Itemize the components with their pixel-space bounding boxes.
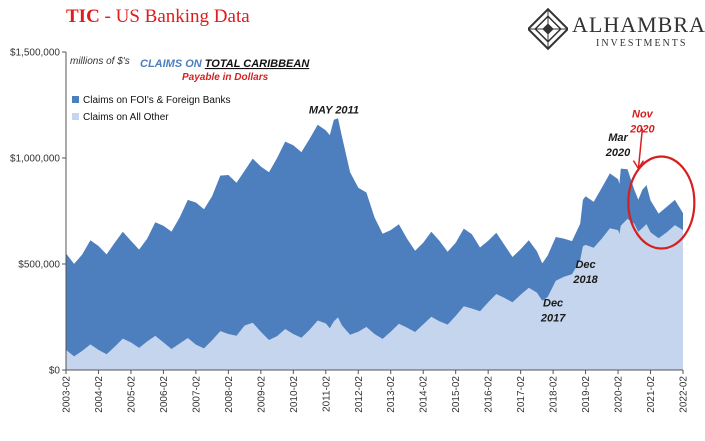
x-tick-label: 2017-02: [516, 376, 527, 413]
x-tick-label: 2007-02: [191, 376, 202, 413]
x-tick-label: 2020-02: [614, 376, 625, 413]
y-tick-label: $1,500,000: [10, 48, 60, 59]
annotation-mar2020-line: Mar: [608, 132, 628, 144]
axes: $0 $500,000 $1,000,000 $1,500,000 2003-02 200…: [10, 48, 690, 413]
highlight-ellipse: [627, 155, 696, 250]
x-tick-label: 2012-02: [354, 376, 365, 413]
annotation-dec2018-line: 2018: [572, 274, 598, 286]
annotation-may2011: MAY 2011: [309, 104, 359, 116]
annotation-mar2020-line: 2020: [605, 147, 631, 159]
nov-2020-arrow: [637, 128, 644, 169]
x-tick-label: 2022-02: [679, 376, 690, 413]
x-tick-label: 2018-02: [549, 376, 560, 413]
x-tick-label: 2004-02: [94, 376, 105, 413]
annotation-dec2017-line: Dec: [543, 297, 563, 309]
chart-source-title: TIC - US Banking Data: [66, 6, 250, 28]
logo-brand-text: ALHAMBRA: [572, 12, 705, 37]
x-tick-label: 2010-02: [289, 376, 300, 413]
legend-label: Claims on All Other: [83, 112, 169, 123]
chart-subtitle: Payable in Dollars: [182, 72, 269, 83]
legend-swatch: [72, 113, 79, 120]
x-tick-label: 2011-02: [321, 376, 332, 412]
title-prefix: TIC: [66, 6, 100, 27]
x-tick-label: 2005-02: [126, 376, 137, 413]
x-tick-label: 2021-02: [646, 376, 657, 413]
x-tick-label: 2006-02: [159, 376, 170, 413]
x-tick-label: 2019-02: [581, 376, 592, 413]
legend-label: Claims on FOI's & Foreign Banks: [83, 95, 231, 106]
logo-sub-text: INVESTMENTS: [596, 38, 688, 49]
chart-labels: millions of $'s CLAIMS ON TOTAL CARIBBEAN…: [70, 56, 696, 324]
unit-label: millions of $'s: [70, 56, 130, 67]
y-tick-label: $1,000,000: [10, 154, 60, 165]
x-tick-label: 2013-02: [386, 376, 397, 413]
title-rest: - US Banking Data: [99, 6, 250, 27]
annotation-nov2020-line: Nov: [632, 109, 654, 121]
x-tick-label: 2016-02: [484, 376, 495, 413]
alhambra-logo: ALHAMBRA INVESTMENTS: [528, 8, 705, 54]
x-tick-label: 2015-02: [451, 376, 462, 413]
chart-title: CLAIMS ON TOTAL CARIBBEAN: [140, 58, 310, 70]
legend-swatch: [72, 96, 79, 103]
x-tick-label: 2009-02: [256, 376, 267, 413]
plot-area: [66, 118, 683, 370]
annotation-dec2017-line: 2017: [540, 312, 566, 324]
diamond-logo-icon: [528, 8, 568, 50]
x-tick-label: 2003-02: [62, 376, 73, 413]
x-tick-label: 2014-02: [419, 376, 430, 413]
x-tick-label: 2008-02: [224, 376, 235, 413]
series-area-all-other: [66, 218, 683, 370]
y-tick-label: $0: [49, 366, 61, 377]
annotation-dec2018-line: Dec: [575, 259, 595, 271]
y-tick-label: $500,000: [18, 260, 60, 271]
